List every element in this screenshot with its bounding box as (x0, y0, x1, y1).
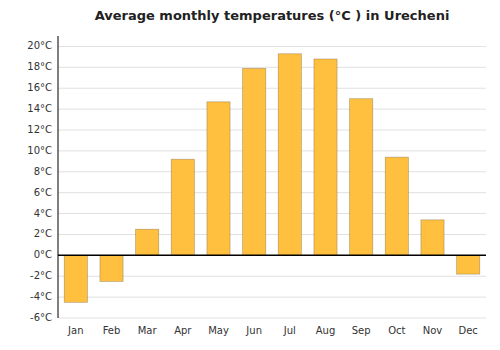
page: {"chart_data": {"type": "bar", "title": … (0, 0, 500, 350)
x-tick-label: May (208, 325, 229, 336)
chart-svg: Average monthly temperatures (°C ) in Ur… (0, 0, 500, 350)
x-tick-label: Oct (388, 325, 405, 336)
grid-line (58, 46, 486, 47)
bar (100, 255, 123, 281)
bar (350, 99, 373, 256)
bars (64, 54, 480, 303)
grid-line (58, 88, 486, 89)
bar (64, 255, 87, 302)
bar (314, 59, 337, 255)
x-tick-label: Jul (283, 325, 296, 336)
x-tick-label: Dec (458, 325, 477, 336)
y-tick-label: 6°C (34, 187, 52, 198)
y-tick-label: -6°C (30, 312, 52, 323)
x-tick-label: Sep (352, 325, 371, 336)
y-tick-label: 4°C (34, 208, 52, 219)
bar (385, 157, 408, 255)
chart-container: Average monthly temperatures (°C ) in Ur… (0, 0, 500, 350)
grid-line (58, 67, 486, 68)
grid-line (58, 213, 486, 214)
bar (171, 159, 194, 255)
y-tick-label: 0°C (34, 249, 52, 260)
y-tick-label: 12°C (27, 124, 52, 135)
x-tick-labels: Jan Feb Mar Apr May Jun Jul Aug Sep Oct Nov Dec (67, 325, 478, 336)
bar (278, 54, 301, 256)
grid-line (58, 171, 486, 172)
x-tick-label: Nov (423, 325, 443, 336)
y-tick-label: 16°C (27, 82, 52, 93)
y-tick-labels: -6°C -4°C -2°C 0°C 2°C 4°C 6°C 8°C 10°C 12°C 14°C 1… (27, 40, 52, 323)
x-tick-label: Aug (316, 325, 336, 336)
y-tick-label: 20°C (27, 40, 52, 51)
x-tick-label: Feb (103, 325, 121, 336)
y-tick-label: 14°C (27, 103, 52, 114)
title: Average monthly temperatures (°C ) in Ur… (95, 8, 450, 23)
y-axis-line (58, 36, 59, 318)
zero-line (58, 255, 486, 257)
bar (421, 220, 444, 256)
grid-line (58, 109, 486, 110)
bar (207, 102, 230, 256)
bar (457, 255, 480, 274)
x-tick-label: Apr (174, 325, 192, 336)
grid-line (58, 150, 486, 151)
y-tick-label: 8°C (34, 166, 52, 177)
y-tick-label: -4°C (30, 291, 52, 302)
bar (136, 229, 159, 255)
y-tick-label: -2°C (30, 270, 52, 281)
bar (243, 68, 266, 255)
grid-line (58, 318, 486, 319)
grid-line (58, 130, 486, 131)
grid-line (58, 192, 486, 193)
y-tick-label: 18°C (27, 61, 52, 72)
y-tick-label: 10°C (27, 145, 52, 156)
y-tick-label: 2°C (34, 228, 52, 239)
grid-line (58, 255, 486, 256)
x-tick-label: Jan (67, 325, 83, 336)
x-tick-label: Mar (138, 325, 158, 336)
x-tick-label: Jun (245, 325, 262, 336)
grid-line (58, 297, 486, 298)
grid (58, 46, 486, 318)
